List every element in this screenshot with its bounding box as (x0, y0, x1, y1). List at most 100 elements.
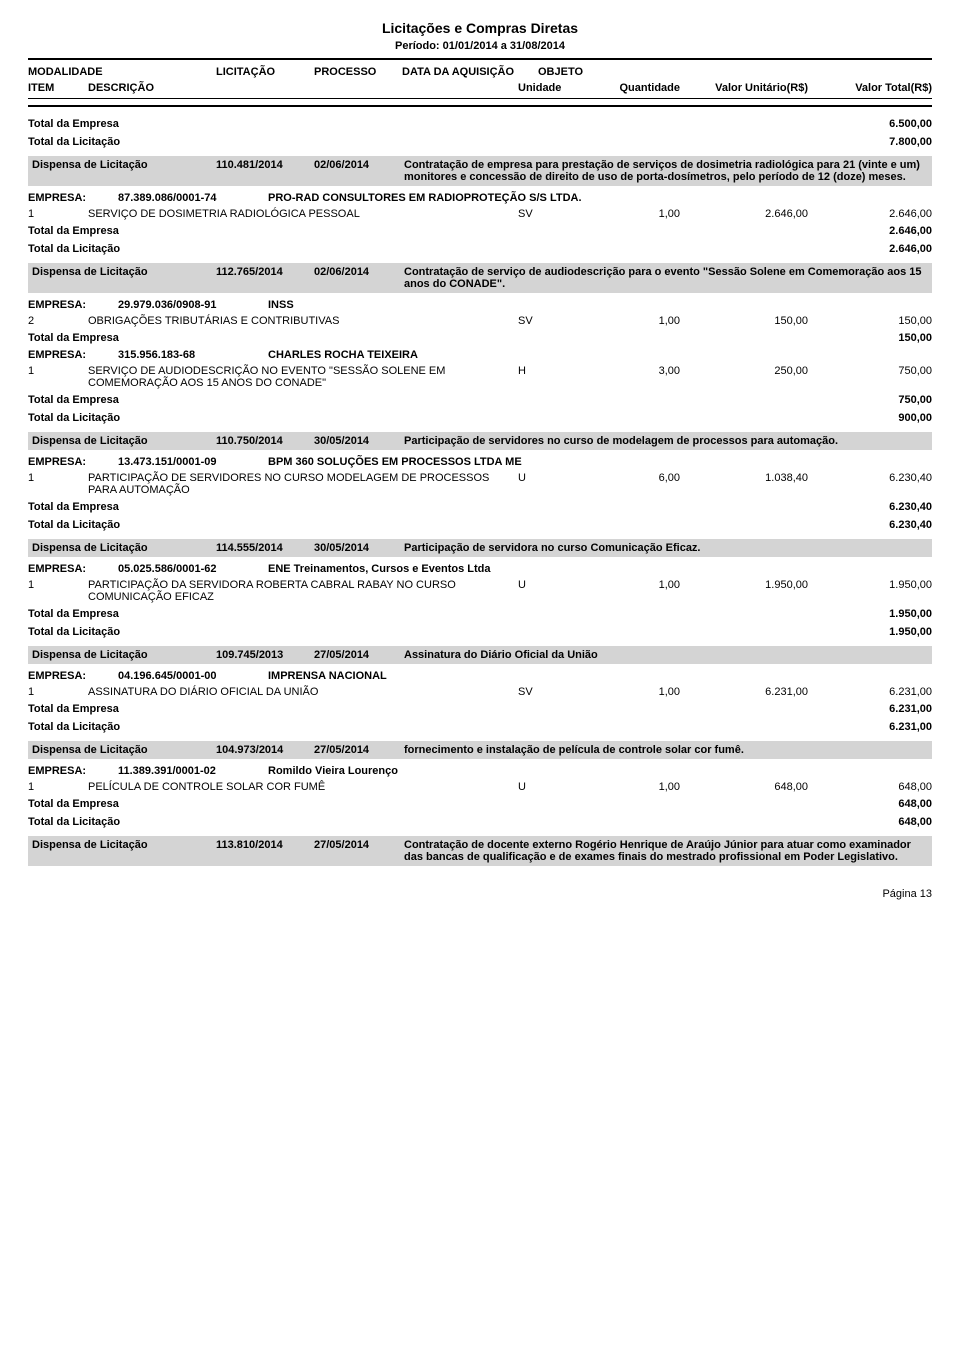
band-modalidade: Dispensa de Licitação (32, 649, 216, 661)
total-licitacao: Total da Licitação2.646,00 (28, 240, 932, 258)
total-empresa: Total da Empresa750,00 (28, 391, 932, 409)
item-quantidade: 1,00 (592, 686, 680, 698)
item-row: 1PELÍCULA DE CONTROLE SOLAR COR FUMÊU1,0… (28, 779, 932, 795)
item-unidade: U (518, 472, 592, 484)
item-unidade: U (518, 781, 592, 793)
total-licitacao: Total da Licitação6.230,40 (28, 516, 932, 534)
pre-total-empresa: Total da Empresa 6.500,00 (28, 115, 932, 133)
total-licitacao: Total da Licitação6.231,00 (28, 718, 932, 736)
item-row: 1SERVIÇO DE AUDIODESCRIÇÃO NO EVENTO "SE… (28, 363, 932, 391)
band-modalidade: Dispensa de Licitação (32, 839, 216, 851)
band-data: 27/05/2014 (314, 744, 404, 756)
header-rule-bot (28, 101, 932, 107)
total-empresa-value: 6.230,40 (812, 501, 932, 513)
total-empresa: Total da Empresa6.231,00 (28, 700, 932, 718)
total-licitacao: Total da Licitação1.950,00 (28, 623, 932, 641)
total-licitacao-label: Total da Licitação (28, 243, 812, 255)
band-modalidade: Dispensa de Licitação (32, 266, 216, 278)
page-title: Licitações e Compras Diretas (28, 20, 932, 36)
band-modalidade: Dispensa de Licitação (32, 159, 216, 171)
col-data: DATA DA AQUISIÇÃO (402, 66, 538, 78)
band-objeto: Assinatura do Diário Oficial da União (404, 649, 928, 661)
empresa-nome: CHARLES ROCHA TEIXEIRA (268, 349, 932, 361)
licitacao-band: Dispensa de Licitação104.973/201427/05/2… (28, 741, 932, 759)
total-empresa: Total da Empresa648,00 (28, 795, 932, 813)
band-objeto: Participação de servidores no curso de m… (404, 435, 928, 447)
item-valor-unit: 6.231,00 (680, 686, 808, 698)
empresa-cnpj: 04.196.645/0001-00 (118, 670, 268, 682)
empresa-cnpj: 29.979.036/0908-91 (118, 299, 268, 311)
item-valor-tot: 648,00 (808, 781, 932, 793)
empresa-row: EMPRESA:05.025.586/0001-62ENE Treinament… (28, 561, 932, 577)
item-valor-unit: 2.646,00 (680, 208, 808, 220)
item-valor-unit: 1.038,40 (680, 472, 808, 484)
licitacao-band: Dispensa de Licitação110.750/201430/05/2… (28, 432, 932, 450)
item-unidade: SV (518, 686, 592, 698)
band-modalidade: Dispensa de Licitação (32, 542, 216, 554)
item-desc: SERVIÇO DE AUDIODESCRIÇÃO NO EVENTO "SES… (88, 365, 518, 389)
total-licitacao-value: 6.230,40 (812, 519, 932, 531)
item-num: 1 (28, 472, 88, 484)
total-licitacao-value: 6.231,00 (812, 721, 932, 733)
item-row: 2OBRIGAÇÕES TRIBUTÁRIAS E CONTRIBUTIVASS… (28, 313, 932, 329)
empresa-cnpj: 11.389.391/0001-02 (118, 765, 268, 777)
total-empresa-value: 6.231,00 (812, 703, 932, 715)
item-num: 1 (28, 781, 88, 793)
total-licitacao-label: Total da Licitação (28, 626, 812, 638)
pre-total-licitacao: Total da Licitação 7.800,00 (28, 133, 932, 151)
total-empresa-label: Total da Empresa (28, 501, 812, 513)
total-empresa-label: Total da Empresa (28, 703, 812, 715)
licitacao-band: Dispensa de Licitação113.810/201427/05/2… (28, 836, 932, 866)
item-valor-tot: 2.646,00 (808, 208, 932, 220)
total-licitacao: Total da Licitação900,00 (28, 409, 932, 427)
total-licitacao-value: 1.950,00 (812, 626, 932, 638)
total-licitacao-label: Total da Licitação (28, 136, 812, 148)
total-licitacao: Total da Licitação648,00 (28, 813, 932, 831)
total-empresa-label: Total da Empresa (28, 225, 812, 237)
licitacao-band: Dispensa de Licitação109.745/201327/05/2… (28, 646, 932, 664)
header-row-2: ITEM DESCRIÇÃO Unidade Quantidade Valor … (28, 80, 932, 98)
col-item: ITEM (28, 82, 88, 94)
total-empresa-value: 150,00 (812, 332, 932, 344)
item-valor-tot: 1.950,00 (808, 579, 932, 591)
item-unidade: H (518, 365, 592, 377)
item-desc: PARTICIPAÇÃO DE SERVIDORES NO CURSO MODE… (88, 472, 518, 496)
total-empresa-value: 1.950,00 (812, 608, 932, 620)
item-valor-tot: 750,00 (808, 365, 932, 377)
col-modalidade: MODALIDADE (28, 66, 216, 78)
item-valor-unit: 648,00 (680, 781, 808, 793)
item-num: 1 (28, 365, 88, 377)
band-modalidade: Dispensa de Licitação (32, 435, 216, 447)
col-valor-total: Valor Total(R$) (808, 82, 932, 94)
licitacao-band: Dispensa de Licitação110.481/201402/06/2… (28, 156, 932, 186)
empresa-cnpj: 05.025.586/0001-62 (118, 563, 268, 575)
empresa-label: EMPRESA: (28, 670, 118, 682)
col-quantidade: Quantidade (592, 82, 680, 94)
item-desc: OBRIGAÇÕES TRIBUTÁRIAS E CONTRIBUTIVAS (88, 315, 518, 327)
total-empresa-value: 750,00 (812, 394, 932, 406)
empresa-cnpj: 87.389.086/0001-74 (118, 192, 268, 204)
blocks-container: Dispensa de Licitação110.481/201402/06/2… (28, 156, 932, 866)
empresa-label: EMPRESA: (28, 349, 118, 361)
total-empresa-label: Total da Empresa (28, 608, 812, 620)
band-licitacao: 110.750/2014 (216, 435, 314, 447)
empresa-nome: PRO-RAD CONSULTORES EM RADIOPROTEÇÃO S/S… (268, 192, 932, 204)
item-valor-unit: 250,00 (680, 365, 808, 377)
empresa-label: EMPRESA: (28, 192, 118, 204)
band-data: 27/05/2014 (314, 839, 404, 851)
item-desc: SERVIÇO DE DOSIMETRIA RADIOLÓGICA PESSOA… (88, 208, 518, 220)
item-unidade: U (518, 579, 592, 591)
total-licitacao-value: 648,00 (812, 816, 932, 828)
band-licitacao: 114.555/2014 (216, 542, 314, 554)
total-empresa-value: 648,00 (812, 798, 932, 810)
total-empresa: Total da Empresa6.230,40 (28, 498, 932, 516)
item-row: 1SERVIÇO DE DOSIMETRIA RADIOLÓGICA PESSO… (28, 206, 932, 222)
item-num: 1 (28, 579, 88, 591)
empresa-label: EMPRESA: (28, 456, 118, 468)
total-empresa: Total da Empresa150,00 (28, 329, 932, 347)
col-descricao: DESCRIÇÃO (88, 82, 518, 94)
col-processo: PROCESSO (314, 66, 402, 78)
empresa-row: EMPRESA:11.389.391/0001-02Romildo Vieira… (28, 763, 932, 779)
item-unidade: SV (518, 315, 592, 327)
band-data: 02/06/2014 (314, 266, 404, 278)
